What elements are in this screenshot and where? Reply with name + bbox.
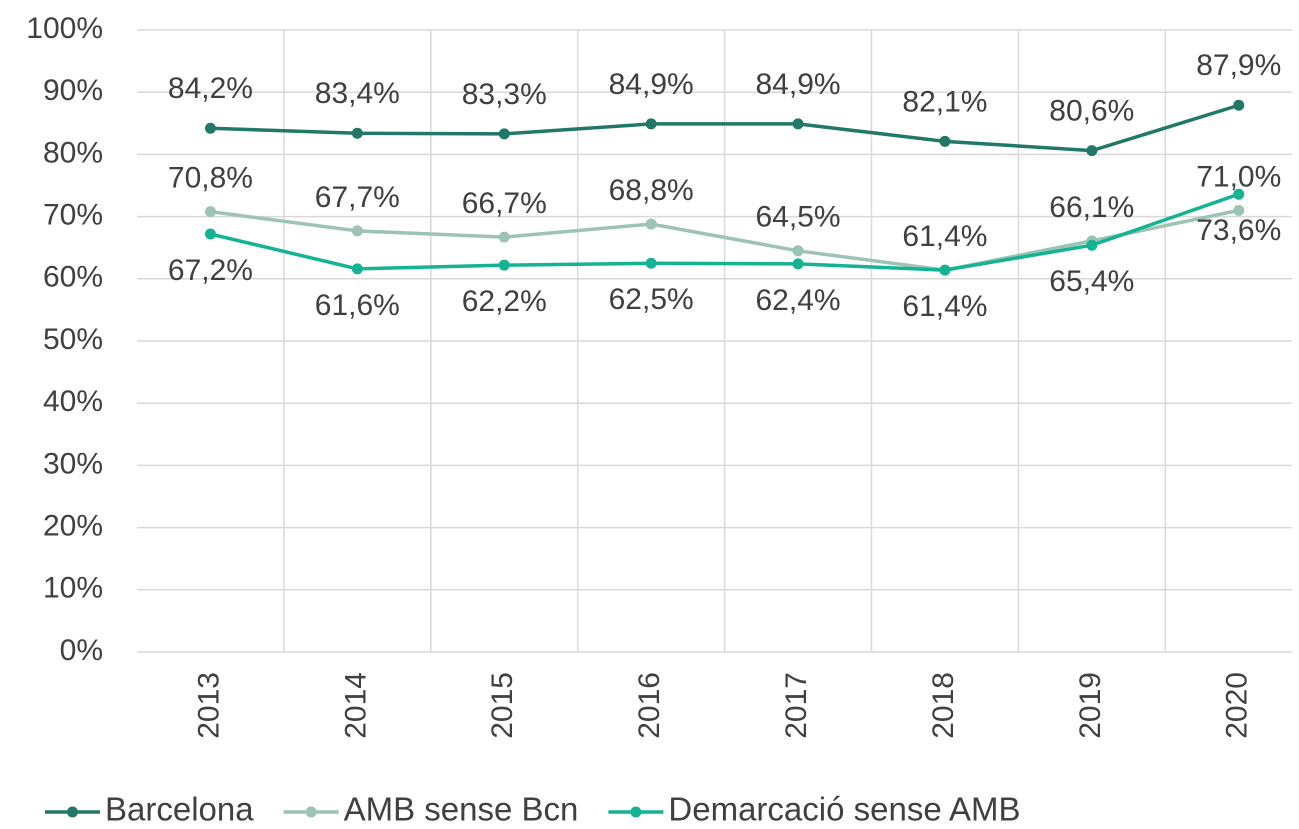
data-label: 67,2% xyxy=(168,254,253,287)
data-point xyxy=(645,118,657,130)
data-label: 62,5% xyxy=(609,283,694,316)
legend-label: AMB sense Bcn xyxy=(344,791,579,828)
legend-label: Demarcació sense AMB xyxy=(668,791,1020,828)
series-line xyxy=(210,208,1240,272)
data-point xyxy=(498,231,510,243)
x-tick-label: 2014 xyxy=(339,672,372,739)
legend-marker xyxy=(630,806,642,818)
y-tick-label: 60% xyxy=(43,261,103,294)
x-tick-label: 2020 xyxy=(1221,672,1254,739)
y-tick-label: 80% xyxy=(43,136,103,169)
x-tick-label: 2016 xyxy=(633,672,666,739)
y-tick-label: 20% xyxy=(43,510,103,543)
y-tick-label: 10% xyxy=(43,572,103,605)
x-tick-label: 2017 xyxy=(780,672,813,739)
data-point xyxy=(792,118,804,130)
data-point xyxy=(645,218,657,230)
data-label: 64,5% xyxy=(756,201,841,234)
data-label: 67,7% xyxy=(315,181,400,214)
data-point xyxy=(792,245,804,257)
x-tick-label: 2019 xyxy=(1074,672,1107,739)
data-label: 84,2% xyxy=(168,72,253,105)
data-label: 87,9% xyxy=(1196,49,1281,82)
data-point xyxy=(1233,188,1245,200)
data-label: 66,7% xyxy=(462,187,547,220)
data-label: 83,4% xyxy=(315,77,400,110)
series-line xyxy=(210,192,1240,272)
data-point xyxy=(351,263,363,275)
x-tick-label: 2013 xyxy=(192,672,225,739)
data-label: 68,8% xyxy=(609,174,694,207)
data-point xyxy=(204,122,216,134)
data-label: 83,3% xyxy=(462,78,547,111)
data-label: 84,9% xyxy=(756,68,841,101)
data-point xyxy=(1086,239,1098,251)
data-label: 61,4% xyxy=(902,220,987,253)
data-point xyxy=(351,225,363,237)
data-point xyxy=(645,257,657,269)
y-tick-label: 90% xyxy=(43,74,103,107)
legend-label: Barcelona xyxy=(105,791,254,828)
y-tick-label: 40% xyxy=(43,385,103,418)
data-point xyxy=(1233,204,1245,216)
data-point xyxy=(1233,99,1245,111)
data-point xyxy=(792,258,804,270)
data-label: 80,6% xyxy=(1049,95,1134,128)
legend-marker xyxy=(305,806,317,818)
data-label: 61,4% xyxy=(902,290,987,323)
x-tick-label: 2015 xyxy=(486,672,519,739)
x-tick-label: 2018 xyxy=(927,672,960,739)
data-label: 66,1% xyxy=(1049,191,1134,224)
y-tick-label: 30% xyxy=(43,447,103,480)
data-point xyxy=(939,264,951,276)
data-label: 62,4% xyxy=(756,284,841,317)
data-label: 84,9% xyxy=(609,68,694,101)
data-point xyxy=(351,127,363,139)
y-tick-label: 70% xyxy=(43,199,103,232)
data-point xyxy=(498,128,510,140)
data-label: 62,2% xyxy=(462,285,547,318)
data-label: 70,8% xyxy=(168,162,253,195)
y-tick-label: 100% xyxy=(26,12,103,45)
data-label: 73,6% xyxy=(1196,214,1281,247)
legend-marker xyxy=(67,806,78,818)
y-tick-label: 50% xyxy=(43,323,103,356)
data-point xyxy=(204,228,216,240)
series-line xyxy=(210,103,1240,153)
data-label: 82,1% xyxy=(902,85,987,118)
data-point xyxy=(1086,145,1098,157)
y-tick-label: 0% xyxy=(60,634,103,667)
data-point xyxy=(204,206,216,218)
data-label: 65,4% xyxy=(1049,265,1134,298)
data-label: 61,6% xyxy=(315,289,400,322)
data-label: 71,0% xyxy=(1196,160,1281,193)
data-point xyxy=(939,135,951,147)
data-point xyxy=(498,259,510,271)
